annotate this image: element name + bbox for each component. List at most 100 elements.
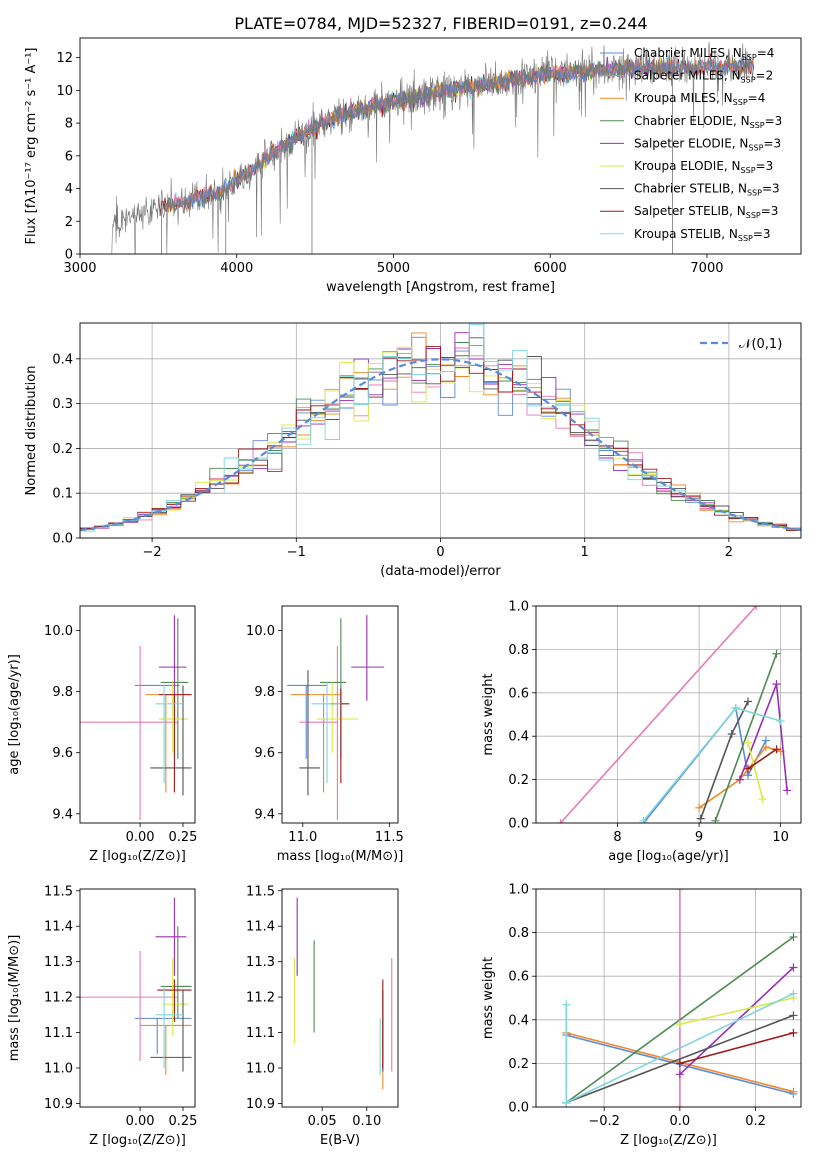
y-tick-label: 11.4 — [246, 920, 275, 935]
y-axis-label: Normed distribution — [24, 366, 39, 496]
plot-area — [80, 615, 192, 820]
y-tick-label: 0.2 — [52, 442, 73, 457]
y-tick-label: 4 — [65, 182, 73, 197]
y-tick-label: 0 — [65, 248, 73, 263]
mass-weight-marker — [744, 738, 752, 747]
figure-title: PLATE=0784, MJD=52327, FIBERID=0191, z=0… — [234, 14, 647, 33]
legend-label: 𝒩(0,1) — [739, 337, 782, 352]
y-tick-label: 0.0 — [508, 1101, 529, 1116]
mass-weight-marker — [675, 1103, 684, 1107]
plot-area — [80, 323, 801, 538]
y-tick-label: 9.8 — [52, 685, 73, 700]
mass-weight-marker — [731, 703, 740, 712]
mass-weight-marker — [772, 745, 781, 754]
y-tick-label: 11.2 — [246, 991, 275, 1006]
y-tick-label: 6 — [65, 149, 73, 164]
mass-weight-line — [747, 748, 777, 770]
mass-weight-marker — [744, 697, 752, 706]
x-tick-label: −1 — [287, 545, 306, 560]
axes-frame — [79, 605, 196, 824]
y-tick-label: 12 — [56, 51, 73, 66]
mass-weight-marker — [776, 717, 785, 726]
y-tick-label: 0.6 — [508, 970, 529, 985]
y-tick-label: 11.3 — [44, 955, 73, 970]
normal-curve — [80, 358, 801, 532]
mass-weight-marker — [744, 764, 752, 773]
mass-weight-marker — [639, 816, 648, 823]
axes-age_vs_mass: 11.0 11.5 9.4 9.6 9.8 10.0 mass [log₁₀(M/M⊙)] — [246, 605, 404, 864]
y-tick-label: 11.5 — [246, 884, 275, 899]
spectrum-model-line — [220, 56, 676, 195]
y-axis-label: mass weight — [481, 957, 496, 1039]
y-tick-label: 11.0 — [246, 1062, 275, 1077]
y-tick-label: 11.5 — [44, 884, 73, 899]
y-tick-label: 10.0 — [246, 624, 275, 639]
axes-mass_vs_ebv: 0.05 0.10 10.9 11.0 11.1 11.2 11.3 11.4 11.5 E(B-… — [246, 884, 399, 1148]
x-tick-label: −0.2 — [588, 1114, 620, 1129]
mass-weight-marker — [727, 730, 736, 739]
plot-area — [556, 606, 792, 823]
x-axis-label: mass [log₁₀(M/M⊙)] — [277, 849, 404, 864]
y-tick-label: 10.0 — [44, 624, 73, 639]
axes-frame — [79, 888, 196, 1108]
mass-weight-marker — [783, 786, 792, 795]
mass-weight-marker — [789, 932, 798, 941]
x-tick-label: −2 — [143, 545, 162, 560]
axes-frame — [535, 888, 802, 1108]
axes-mass_vs_z: 0.00 0.25 10.9 11.0 11.1 11.2 11.3 11.4 11.5 Z [l… — [7, 884, 197, 1148]
axes-mass_weight_vs_age: 8 9 10 0.0 0.2 0.4 0.6 0.8 1.0 age [log₁₀(age/yr)… — [481, 600, 802, 864]
spectrum-data-line — [111, 41, 754, 254]
y-tick-label: 8 — [65, 117, 73, 132]
mass-weight-marker — [695, 803, 704, 812]
y-tick-label: 0.4 — [508, 1013, 529, 1028]
mass-weight-line — [565, 936, 794, 1104]
legend-label: Kroupa ELODIE, NSSP=3 — [634, 159, 773, 175]
y-tick-label: 0.4 — [52, 352, 73, 367]
y-tick-label: 2 — [65, 215, 73, 230]
x-tick-label: 4000 — [220, 261, 253, 276]
mass-weight-line — [559, 606, 757, 823]
histogram-legend: 𝒩(0,1) — [700, 337, 782, 352]
x-axis-label: E(B-V) — [320, 1133, 360, 1148]
axes-mass_weight_vs_z: −0.2 0.0 0.2 0.0 0.2 0.4 0.6 0.8 1.0 Z [log₁₀(Z/Z… — [481, 883, 802, 1148]
mass-weight-marker — [789, 1028, 798, 1037]
x-tick-label: 3000 — [63, 261, 96, 276]
legend-label: Salpeter MILES, NSSP=2 — [634, 69, 773, 85]
x-tick-label: 1 — [581, 545, 589, 560]
mass-weight-marker — [772, 649, 781, 658]
axes-spectrum: 3000 4000 5000 6000 7000 0 2 4 6 8 10 12 wavelength … — [24, 37, 802, 295]
y-tick-label: 1.0 — [508, 883, 529, 898]
mass-weight-marker — [711, 816, 720, 823]
x-axis-label: Z [log₁₀(Z/Z⊙)] — [89, 1133, 186, 1148]
y-tick-label: 0.2 — [508, 1057, 529, 1072]
spectrum-legend: Chabrier MILES, NSSP=4 Salpeter MILES, NS… — [600, 46, 782, 243]
axes-frame — [79, 37, 802, 255]
y-tick-label: 9.8 — [254, 685, 275, 700]
mass-weight-marker — [675, 889, 684, 893]
x-tick-label: 0.10 — [352, 1114, 381, 1129]
x-tick-label: 11.5 — [375, 830, 404, 845]
y-tick-label: 0.8 — [508, 643, 529, 658]
mass-weight-marker — [696, 814, 705, 823]
y-tick-label: 0.3 — [52, 397, 73, 412]
x-tick-label: 7000 — [690, 261, 723, 276]
x-axis-label: (data-model)/error — [380, 564, 501, 579]
y-tick-label: 10.9 — [44, 1097, 73, 1112]
y-tick-label: 11.1 — [44, 1026, 73, 1041]
mass-weight-line — [747, 742, 764, 800]
legend-label: Kroupa STELIB, NSSP=3 — [634, 227, 771, 243]
mass-weight-line — [714, 653, 778, 822]
y-tick-label: 0.0 — [508, 817, 529, 832]
mass-weight-marker — [789, 989, 798, 998]
plot-area — [293, 897, 393, 1090]
legend-label: Chabrier MILES, NSSP=4 — [634, 46, 774, 62]
legend-label: Salpeter ELODIE, NSSP=3 — [634, 136, 781, 152]
mass-weight-marker — [675, 1059, 684, 1068]
x-tick-label: 9 — [695, 830, 703, 845]
y-tick-label: 9.4 — [254, 807, 275, 822]
x-tick-label: 2 — [725, 545, 733, 560]
mass-weight-marker — [789, 963, 798, 972]
mass-weight-marker — [735, 775, 744, 784]
x-tick-label: 0.25 — [169, 830, 198, 845]
